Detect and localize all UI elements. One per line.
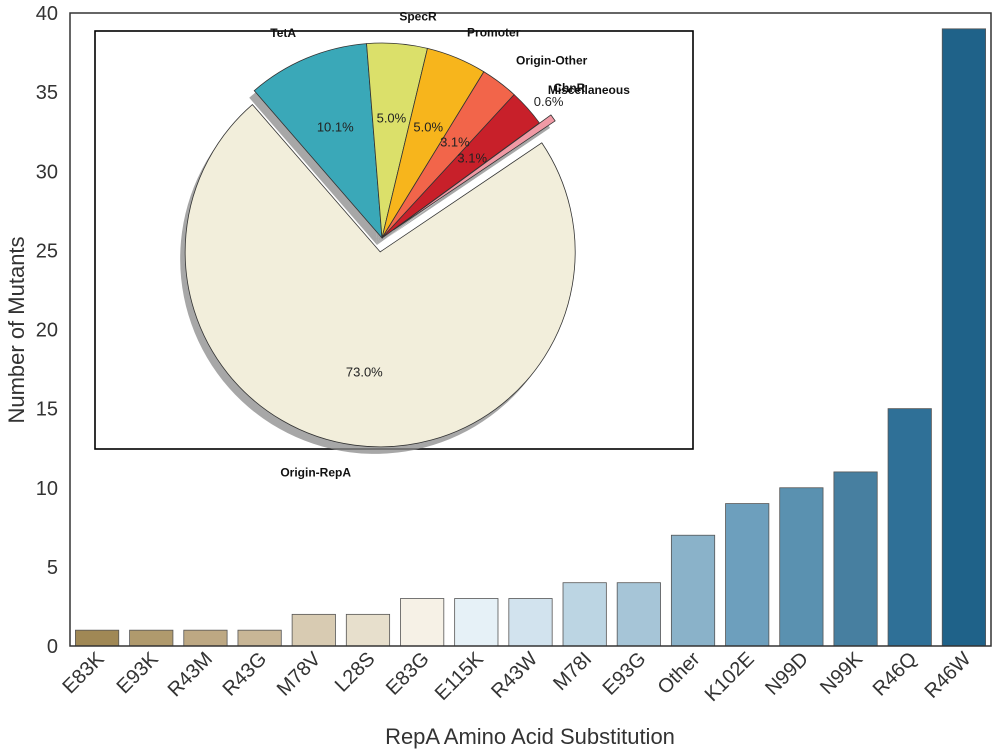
- pie-value-chnr: 0.6%: [534, 94, 564, 109]
- pie-value-specr: 5.0%: [377, 110, 407, 125]
- bar-e93g: [616, 582, 661, 647]
- bar-chart: [75, 28, 986, 647]
- pie-value-origin-other: 3.1%: [440, 135, 470, 150]
- pie-label-origin-repa: Origin-RepA: [280, 465, 351, 479]
- bar-m78v: [291, 613, 336, 647]
- y-tick-label: 0: [47, 636, 58, 658]
- bar-n99d: [779, 487, 824, 647]
- y-tick-label: 5: [47, 557, 58, 579]
- bar-e93k: [129, 629, 174, 647]
- y-tick-label: 35: [36, 82, 58, 104]
- y-tick-label: 20: [36, 320, 58, 342]
- x-axis-label: RepA Amino Acid Substitution: [385, 724, 675, 749]
- pie-label-miscellaneous: Miscellaneous: [548, 83, 630, 97]
- bar-r46w: [941, 28, 986, 647]
- bar-other: [670, 534, 716, 647]
- pie-chart: [184, 42, 576, 448]
- pie-label-teta: TetA: [270, 26, 296, 40]
- bar-r43w: [508, 598, 553, 647]
- pie-slice-origin-repa: [184, 104, 576, 448]
- bar-r43m: [183, 629, 228, 647]
- y-axis-ticks: 0 5 10 15 20 25 30 35 40: [36, 3, 58, 658]
- bar-e115k: [454, 598, 499, 647]
- pie-value-promoter: 5.0%: [413, 119, 443, 134]
- pie-slice-teta: [253, 43, 383, 240]
- pie-value-miscellaneous: 3.1%: [457, 151, 487, 166]
- pie-label-promoter: Promoter: [467, 26, 521, 40]
- y-tick-label: 10: [36, 478, 58, 500]
- bar-m78i: [562, 582, 607, 647]
- y-axis-label: Number of Mutants: [4, 236, 29, 423]
- pie-label-chnr: ChnR: [553, 81, 585, 95]
- bar-e83k: [75, 629, 120, 647]
- pie-inset: 73.0% Origin-RepA 10.1% TetA 5.0% SpecR 5.0% Pr…: [94, 9, 694, 479]
- bar-r46q: [887, 408, 932, 647]
- pie-slice-chnr: [393, 114, 556, 231]
- pie-value-teta: 10.1%: [317, 120, 354, 135]
- bar-k102e: [725, 503, 770, 647]
- bar-n99k: [833, 471, 878, 647]
- bar-r43g: [237, 629, 282, 647]
- pie-labels: 73.0% Origin-RepA 10.1% TetA 5.0% SpecR 5.0% Pr…: [270, 9, 630, 479]
- y-tick-label: 15: [36, 399, 58, 421]
- pie-value-origin-repa: 73.0%: [346, 365, 383, 380]
- bar-l28s: [345, 613, 391, 647]
- y-tick-label: 40: [36, 3, 58, 25]
- bar-e83g: [400, 598, 445, 647]
- pie-label-specr: SpecR: [399, 9, 437, 23]
- plot-frame: [69, 12, 992, 647]
- y-tick-label: 30: [36, 161, 58, 183]
- pie-label-origin-other: Origin-Other: [516, 54, 588, 68]
- y-tick-label: 25: [36, 240, 58, 262]
